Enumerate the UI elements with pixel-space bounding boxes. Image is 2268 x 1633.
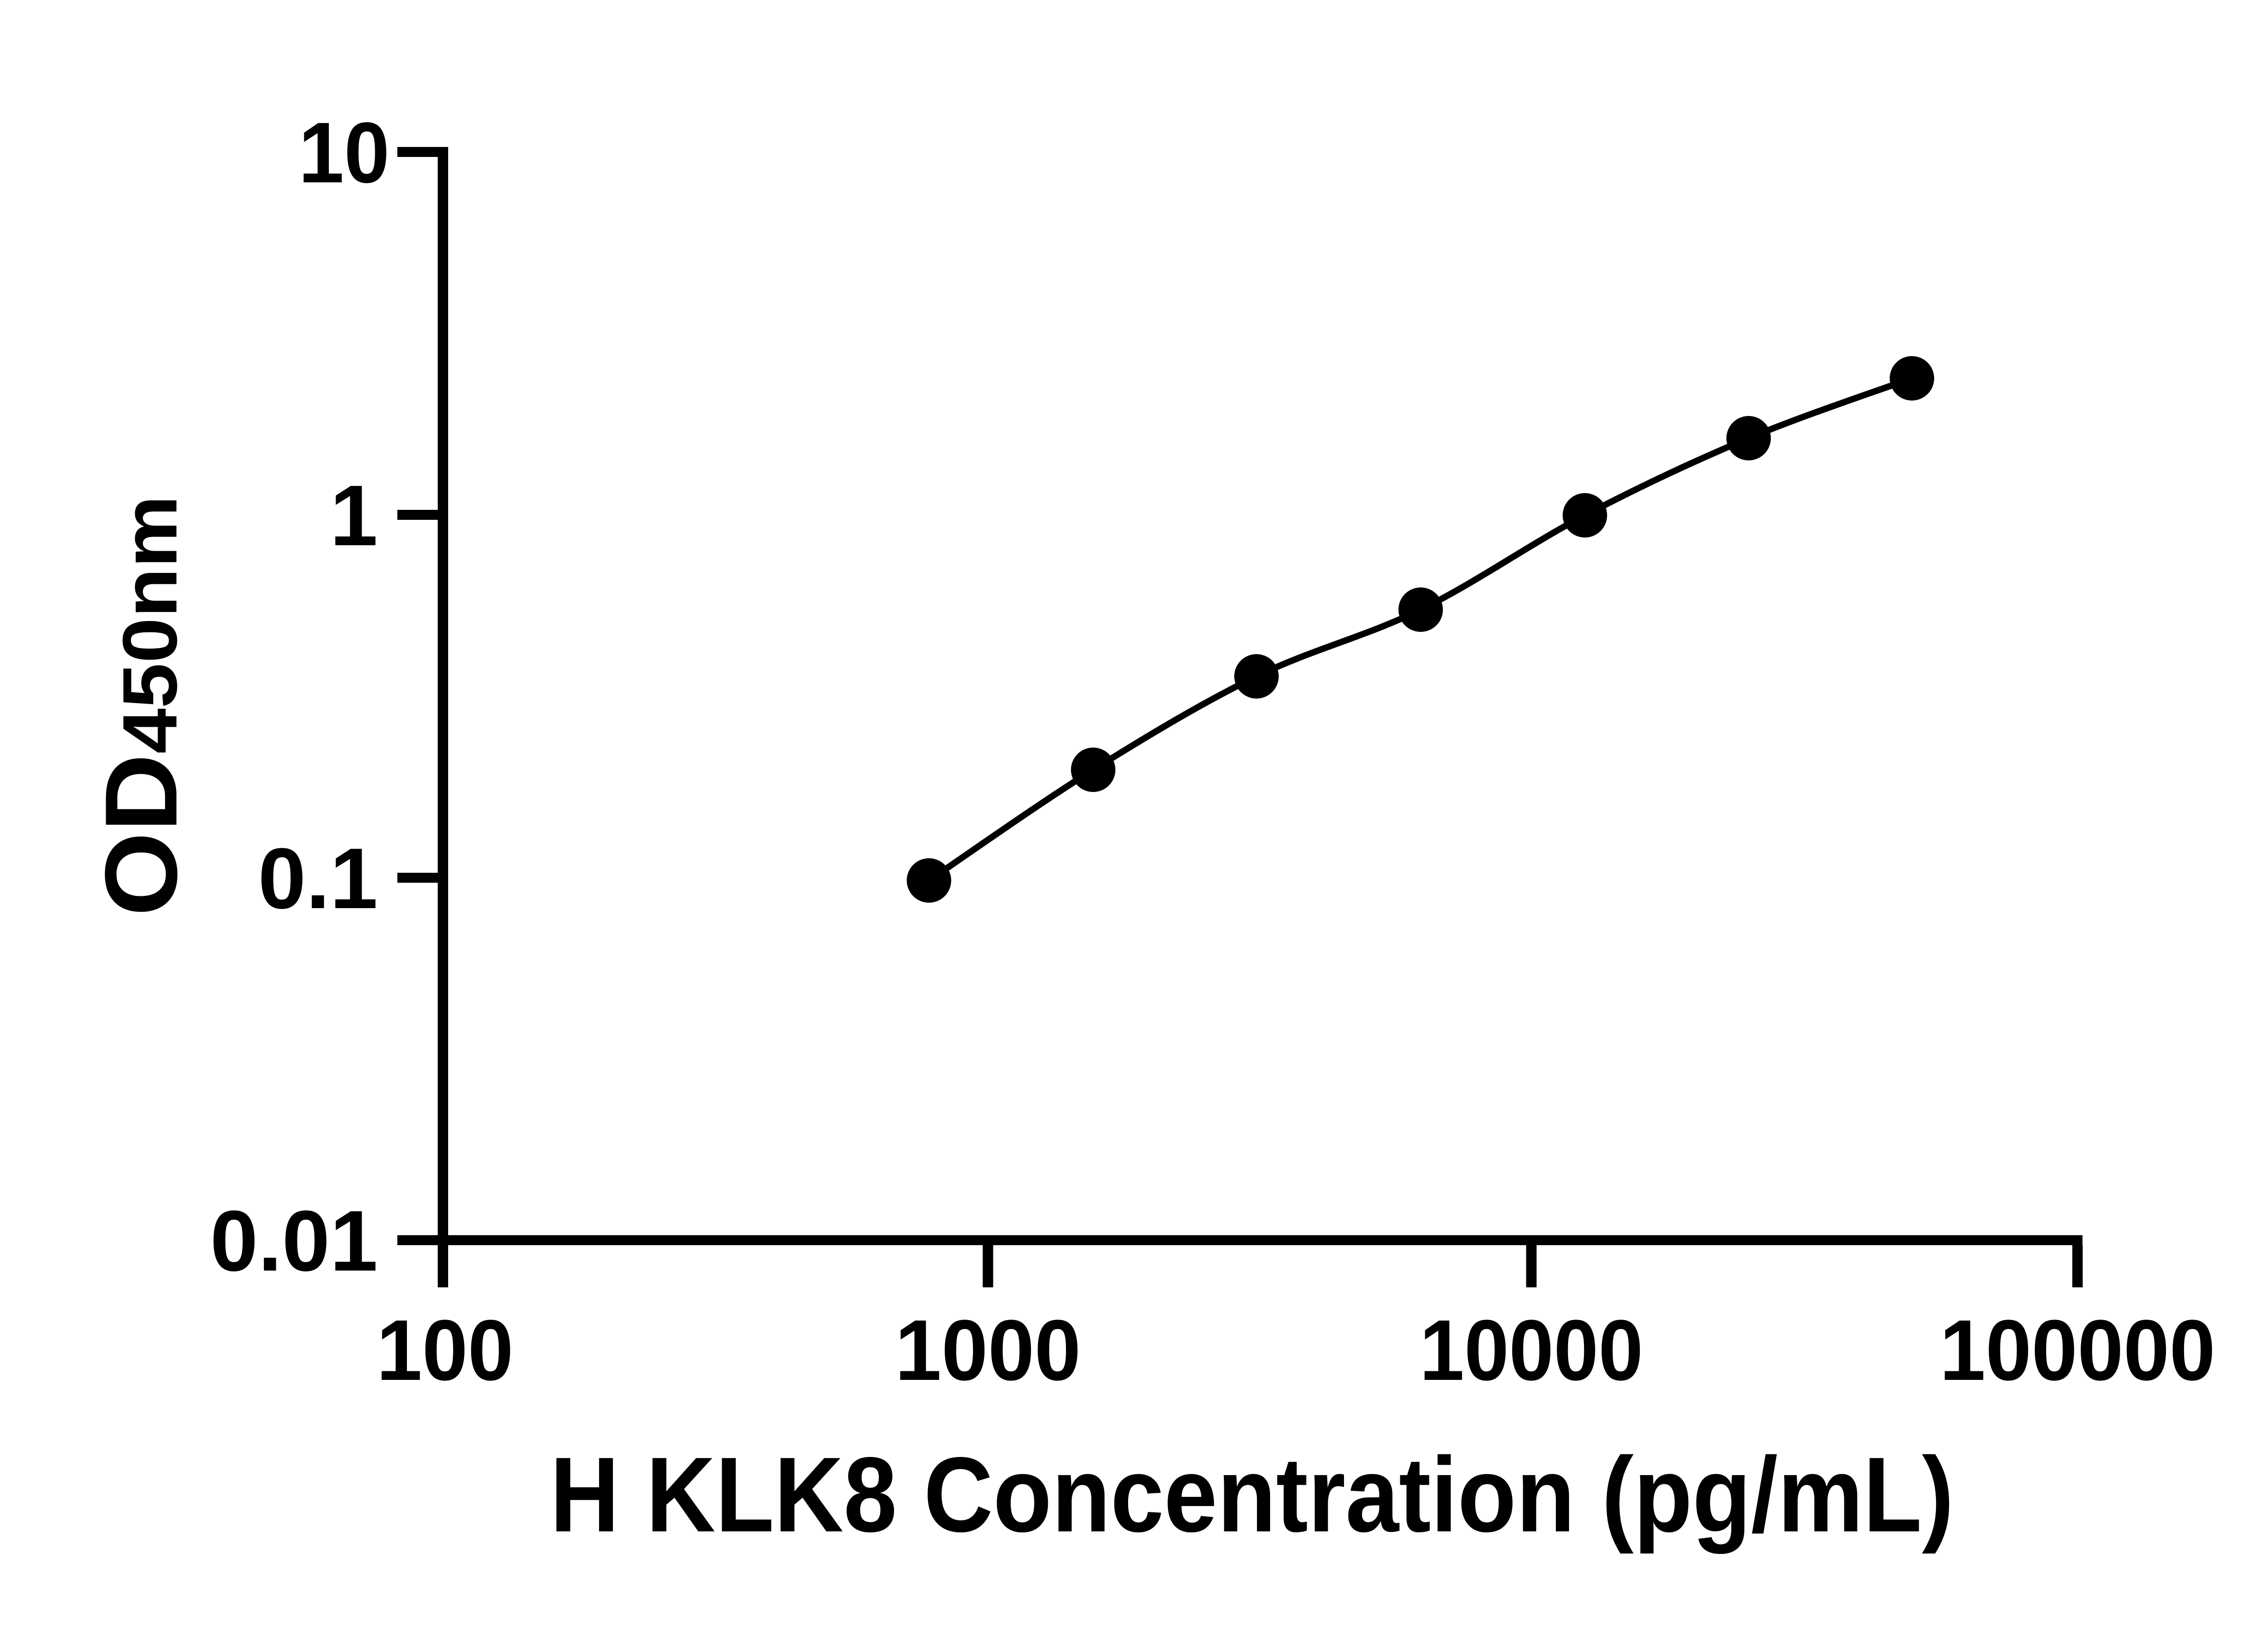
svg-text:1000: 1000	[895, 1302, 1081, 1398]
svg-text:100000: 100000	[1940, 1302, 2215, 1398]
svg-text:OD450nm: OD450nm	[83, 495, 198, 916]
svg-text:1: 1	[330, 468, 378, 564]
svg-text:0.01: 0.01	[210, 1193, 378, 1289]
svg-text:H KLK8 Concentration (pg/mL): H KLK8 Concentration (pg/mL)	[550, 1435, 1954, 1554]
svg-text:10: 10	[298, 105, 390, 201]
svg-text:0.1: 0.1	[258, 831, 378, 927]
svg-text:100: 100	[376, 1302, 513, 1398]
svg-text:10000: 10000	[1420, 1302, 1643, 1398]
